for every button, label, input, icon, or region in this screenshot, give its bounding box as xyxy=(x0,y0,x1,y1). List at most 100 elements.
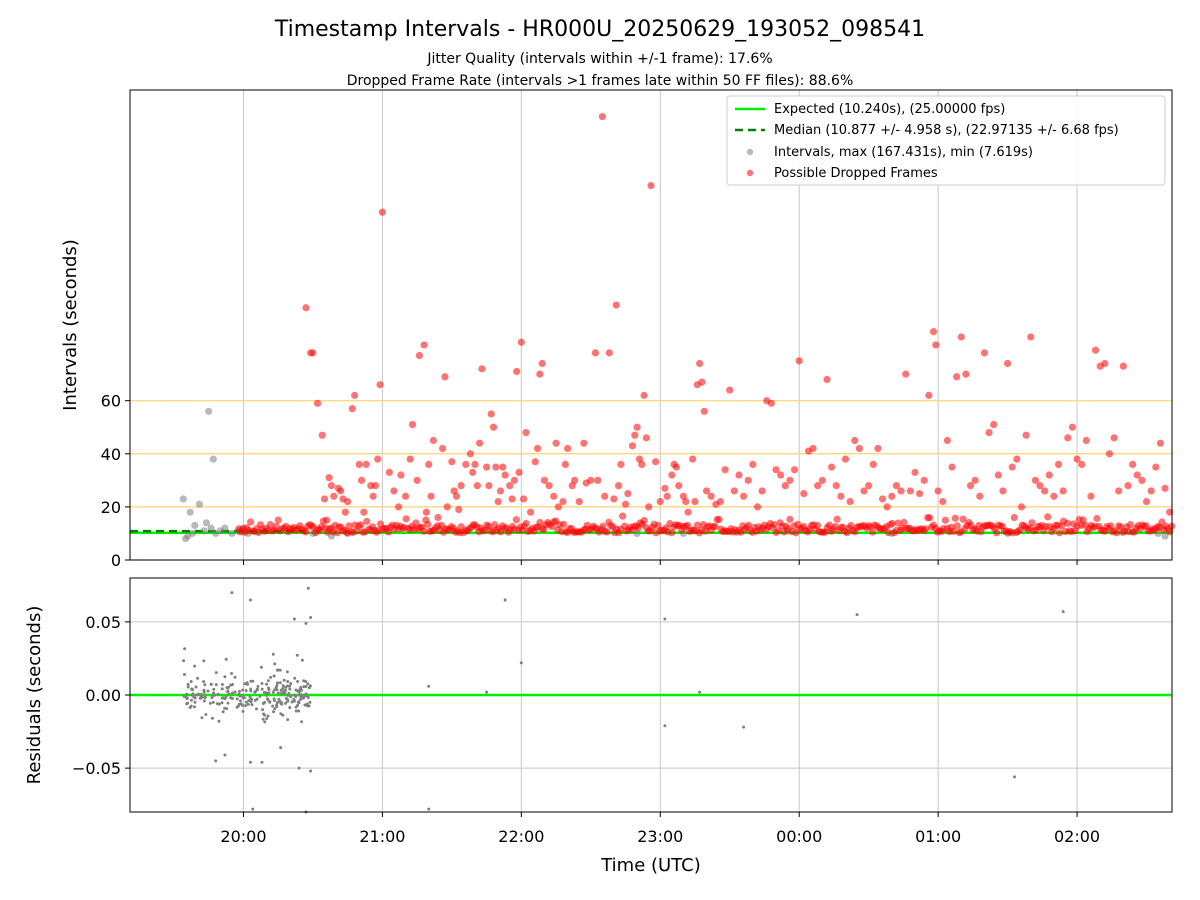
dropped-frame-point xyxy=(482,463,491,471)
residual-point xyxy=(203,683,207,687)
legend-intervals-swatch xyxy=(746,148,754,156)
dropped-frame-point xyxy=(351,391,359,399)
residual-point xyxy=(485,690,489,694)
dropped-frame-point xyxy=(522,519,530,528)
residual-point xyxy=(281,684,285,688)
residual-point xyxy=(188,706,192,710)
residual-point xyxy=(519,661,523,665)
interval-point xyxy=(179,495,187,503)
residual-point xyxy=(503,598,507,602)
dropped-frame-point xyxy=(406,455,414,463)
residual-point xyxy=(233,675,237,679)
residual-point xyxy=(298,687,302,691)
residual-point xyxy=(229,696,233,700)
dropped-frame-point xyxy=(570,476,579,484)
residual-point xyxy=(292,699,296,703)
residual-point xyxy=(302,679,306,683)
residual-point xyxy=(275,705,279,709)
residual-point xyxy=(243,682,247,686)
dropped-frame-point xyxy=(851,436,859,445)
residual-point xyxy=(290,700,294,704)
residual-point xyxy=(268,700,272,704)
residual-point xyxy=(302,685,306,689)
intervals-marks xyxy=(130,112,1176,543)
interval-point xyxy=(207,524,215,532)
x-tick-label: 23:00 xyxy=(637,827,683,846)
interval-point xyxy=(209,455,217,463)
dropped-frame-point xyxy=(478,365,486,373)
residual-point xyxy=(278,668,282,672)
residual-point xyxy=(189,679,193,683)
residual-point xyxy=(186,682,190,686)
residual-point xyxy=(248,695,252,699)
dropped-frame-point xyxy=(1050,492,1058,500)
dropped-frame-point xyxy=(320,495,329,503)
residual-point xyxy=(306,682,310,686)
dropped-frame-point xyxy=(617,460,625,469)
dropped-frame-point xyxy=(385,468,393,476)
residual-point xyxy=(288,687,292,691)
dropped-frame-point xyxy=(663,492,671,500)
dropped-frame-point xyxy=(1078,460,1086,469)
dropped-frame-point xyxy=(517,338,525,346)
dropped-frame-point xyxy=(1147,487,1155,495)
dropped-frame-point xyxy=(943,436,951,445)
dropped-frame-point xyxy=(1013,455,1021,463)
residual-point xyxy=(292,617,296,621)
dropped-frame-point xyxy=(355,460,363,469)
chart-subtitle-dropped: Dropped Frame Rate (intervals >1 frames … xyxy=(347,73,854,89)
dropped-frame-point xyxy=(333,529,341,537)
residual-point xyxy=(271,690,275,694)
dropped-frame-point xyxy=(926,514,934,522)
dropped-frame-point xyxy=(832,482,840,490)
legend-box xyxy=(726,95,1166,186)
dropped-frame-point xyxy=(357,476,366,484)
dropped-frame-point xyxy=(668,471,676,479)
residual-point xyxy=(244,689,248,693)
dropped-frame-point xyxy=(693,521,702,529)
dropped-frame-point xyxy=(888,492,896,500)
residual-point xyxy=(276,691,280,695)
dropped-frame-point xyxy=(413,476,421,484)
interval-point xyxy=(633,529,641,538)
residual-point xyxy=(184,694,188,698)
residual-point xyxy=(202,659,206,663)
residual-point xyxy=(259,665,263,669)
residual-point xyxy=(427,684,431,688)
residual-point xyxy=(251,807,255,811)
dropped-frame-point xyxy=(345,522,353,530)
dropped-frame-point xyxy=(948,463,956,471)
dropped-frame-point xyxy=(976,492,984,500)
interval-point xyxy=(228,529,236,538)
dropped-frame-point xyxy=(612,301,620,309)
residual-point xyxy=(233,690,237,694)
dropped-frame-point xyxy=(884,529,892,537)
residual-point xyxy=(308,700,312,704)
residual-point xyxy=(226,701,230,705)
residual-point xyxy=(275,668,279,672)
dropped-frame-point xyxy=(487,410,495,418)
dropped-frame-point xyxy=(357,521,365,529)
residual-point xyxy=(230,691,234,695)
dropped-frame-point xyxy=(510,476,518,484)
residual-point xyxy=(296,679,300,683)
residual-point xyxy=(308,684,312,688)
residual-point xyxy=(220,687,224,691)
dropped-frame-point xyxy=(266,520,274,529)
dropped-frame-point xyxy=(512,516,520,524)
dropped-frame-point xyxy=(538,359,546,368)
dropped-frame-point xyxy=(833,515,841,523)
dropped-frame-point xyxy=(865,482,873,490)
dropped-frame-point xyxy=(496,487,505,495)
dropped-frame-point xyxy=(939,497,947,506)
residual-point xyxy=(286,718,290,722)
residual-point xyxy=(185,696,189,700)
residual-point xyxy=(297,709,301,713)
dropped-frame-point xyxy=(883,503,891,511)
residual-point xyxy=(202,680,206,684)
residual-point xyxy=(264,693,268,697)
dropped-frame-point xyxy=(786,476,794,484)
residual-point xyxy=(224,695,228,699)
dropped-frame-point xyxy=(1054,460,1063,469)
